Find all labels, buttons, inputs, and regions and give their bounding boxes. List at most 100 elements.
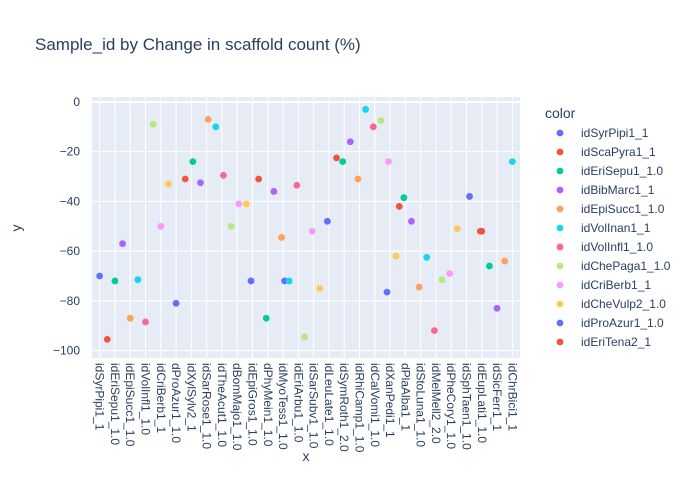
legend-item-label[interactable]: idEriSepu1_1.0	[581, 164, 663, 178]
data-point[interactable]	[324, 217, 331, 225]
legend-marker	[556, 129, 564, 137]
legend-item-label[interactable]: idEpiSucc1_1.0	[581, 202, 665, 216]
data-point[interactable]	[111, 277, 119, 285]
x-tick-label: idCalVomi1_1.0	[368, 363, 382, 447]
x-axis-title: x	[303, 448, 310, 464]
data-point[interactable]	[476, 227, 484, 235]
data-point[interactable]	[172, 299, 180, 307]
data-point[interactable]	[165, 180, 172, 188]
data-point[interactable]	[149, 120, 157, 128]
data-point[interactable]	[235, 200, 243, 208]
y-axis-title: y	[8, 225, 24, 232]
data-point[interactable]	[438, 276, 446, 284]
data-point[interactable]	[493, 304, 501, 312]
data-point[interactable]	[157, 222, 165, 230]
data-point[interactable]	[486, 262, 493, 270]
x-tick-label: idMelMell2_2.0	[429, 363, 443, 444]
data-point[interactable]	[392, 252, 400, 260]
data-point[interactable]	[293, 181, 301, 189]
x-tick-label: idXanPedi1_1	[383, 363, 397, 438]
y-tick-label: 0	[73, 95, 80, 109]
x-tick-label: idSyrPipi1_1	[93, 363, 107, 431]
legend-marker	[556, 186, 564, 194]
data-point[interactable]	[119, 240, 126, 248]
x-tick-label: idTheAcut1_1.0	[215, 363, 229, 447]
legend-item-label[interactable]: idProAzur1_1.0	[581, 316, 664, 330]
data-point[interactable]	[339, 158, 347, 166]
data-point[interactable]	[508, 158, 516, 166]
x-tick-label: idEriSepu1_1.0	[108, 363, 122, 445]
data-point[interactable]	[278, 234, 285, 241]
x-tick-label: idEpiSucc1_1.0	[123, 363, 137, 447]
data-point[interactable]	[181, 175, 189, 183]
data-point[interactable]	[255, 175, 263, 183]
legend-item-label[interactable]: idCheVulp2_1.0	[581, 297, 666, 311]
data-point[interactable]	[362, 106, 370, 113]
x-tick-label: idEupLati1_1.0	[475, 363, 489, 443]
data-point[interactable]	[408, 217, 415, 225]
legend-item-label[interactable]: idBibMarc1_1	[581, 183, 655, 197]
data-point[interactable]	[446, 270, 454, 277]
data-point[interactable]	[385, 158, 392, 166]
data-points[interactable]	[96, 106, 516, 343]
data-point[interactable]	[453, 225, 461, 233]
legend-item-label[interactable]: idEriTena2_1	[581, 335, 651, 349]
data-point[interactable]	[270, 188, 278, 195]
data-point[interactable]	[242, 200, 250, 208]
data-point[interactable]	[189, 158, 197, 166]
grid-lines	[92, 97, 520, 358]
data-point[interactable]	[134, 276, 142, 284]
y-tick-label: −40	[60, 194, 81, 208]
data-point[interactable]	[247, 277, 255, 285]
data-point[interactable]	[212, 123, 220, 131]
x-tick-label: idSphTaen1_1.0	[460, 363, 474, 450]
data-point[interactable]	[346, 138, 354, 146]
data-point[interactable]	[308, 227, 316, 235]
data-point[interactable]	[227, 222, 235, 230]
data-point[interactable]	[142, 318, 149, 326]
legend-marker	[556, 243, 564, 251]
data-point[interactable]	[204, 115, 212, 123]
data-point[interactable]	[126, 314, 134, 322]
data-point[interactable]	[466, 193, 473, 200]
chart-title: Sample_id by Change in scaffold count (%…	[35, 35, 361, 54]
x-tick-label: idPheCory1_1.0	[444, 363, 458, 449]
data-point[interactable]	[354, 175, 362, 183]
legend-item-label[interactable]: idScaPyra1_1	[581, 145, 656, 159]
legend-item-label[interactable]: idVolInan1_1	[581, 221, 651, 235]
data-point[interactable]	[369, 123, 377, 131]
data-point[interactable]	[431, 327, 438, 335]
data-point[interactable]	[423, 253, 431, 261]
data-point[interactable]	[301, 333, 308, 341]
x-tick-label: idRhiCamp1_1.0	[353, 363, 367, 453]
legend-marker	[556, 262, 564, 270]
data-point[interactable]	[333, 154, 340, 162]
x-tick-label: idStoLuna1_1.0	[414, 363, 428, 447]
data-point[interactable]	[377, 117, 385, 125]
x-tick-label: idVolInfl1_1.0	[139, 363, 153, 435]
x-tick-label: idChrBici1_1	[505, 363, 519, 431]
data-point[interactable]	[285, 277, 293, 285]
data-point[interactable]	[96, 272, 104, 280]
legend-item-label[interactable]: idVolInfl1_1.0	[581, 240, 653, 254]
legend-item-label[interactable]: idSyrPipi1_1	[581, 126, 649, 140]
data-point[interactable]	[220, 171, 227, 179]
legend-item-label[interactable]: idChePaga1_1.0	[581, 259, 671, 273]
legend-marker	[556, 300, 564, 308]
x-tick-label: idLeuLate1_1.0	[322, 363, 336, 446]
data-point[interactable]	[501, 257, 509, 265]
data-point[interactable]	[103, 335, 111, 343]
x-tick-label: idSarRose1_1.0	[200, 363, 214, 449]
x-tick-label: idCriBerb1_1	[154, 363, 168, 433]
x-tick-label: dProAzur1_1.0	[169, 363, 183, 443]
x-tick-label: idSymRoth1_2.0	[337, 363, 351, 452]
legend-item-label[interactable]: idCriBerb1_1	[581, 278, 651, 292]
data-point[interactable]	[316, 285, 324, 292]
data-point[interactable]	[262, 314, 270, 322]
data-point[interactable]	[197, 179, 204, 187]
data-point[interactable]	[400, 194, 408, 202]
data-point[interactable]	[395, 202, 403, 210]
data-point[interactable]	[383, 288, 391, 296]
data-point[interactable]	[415, 283, 423, 291]
legend[interactable]: color idSyrPipi1_1 idScaPyra1_1 idEriSepu1…	[545, 105, 671, 349]
